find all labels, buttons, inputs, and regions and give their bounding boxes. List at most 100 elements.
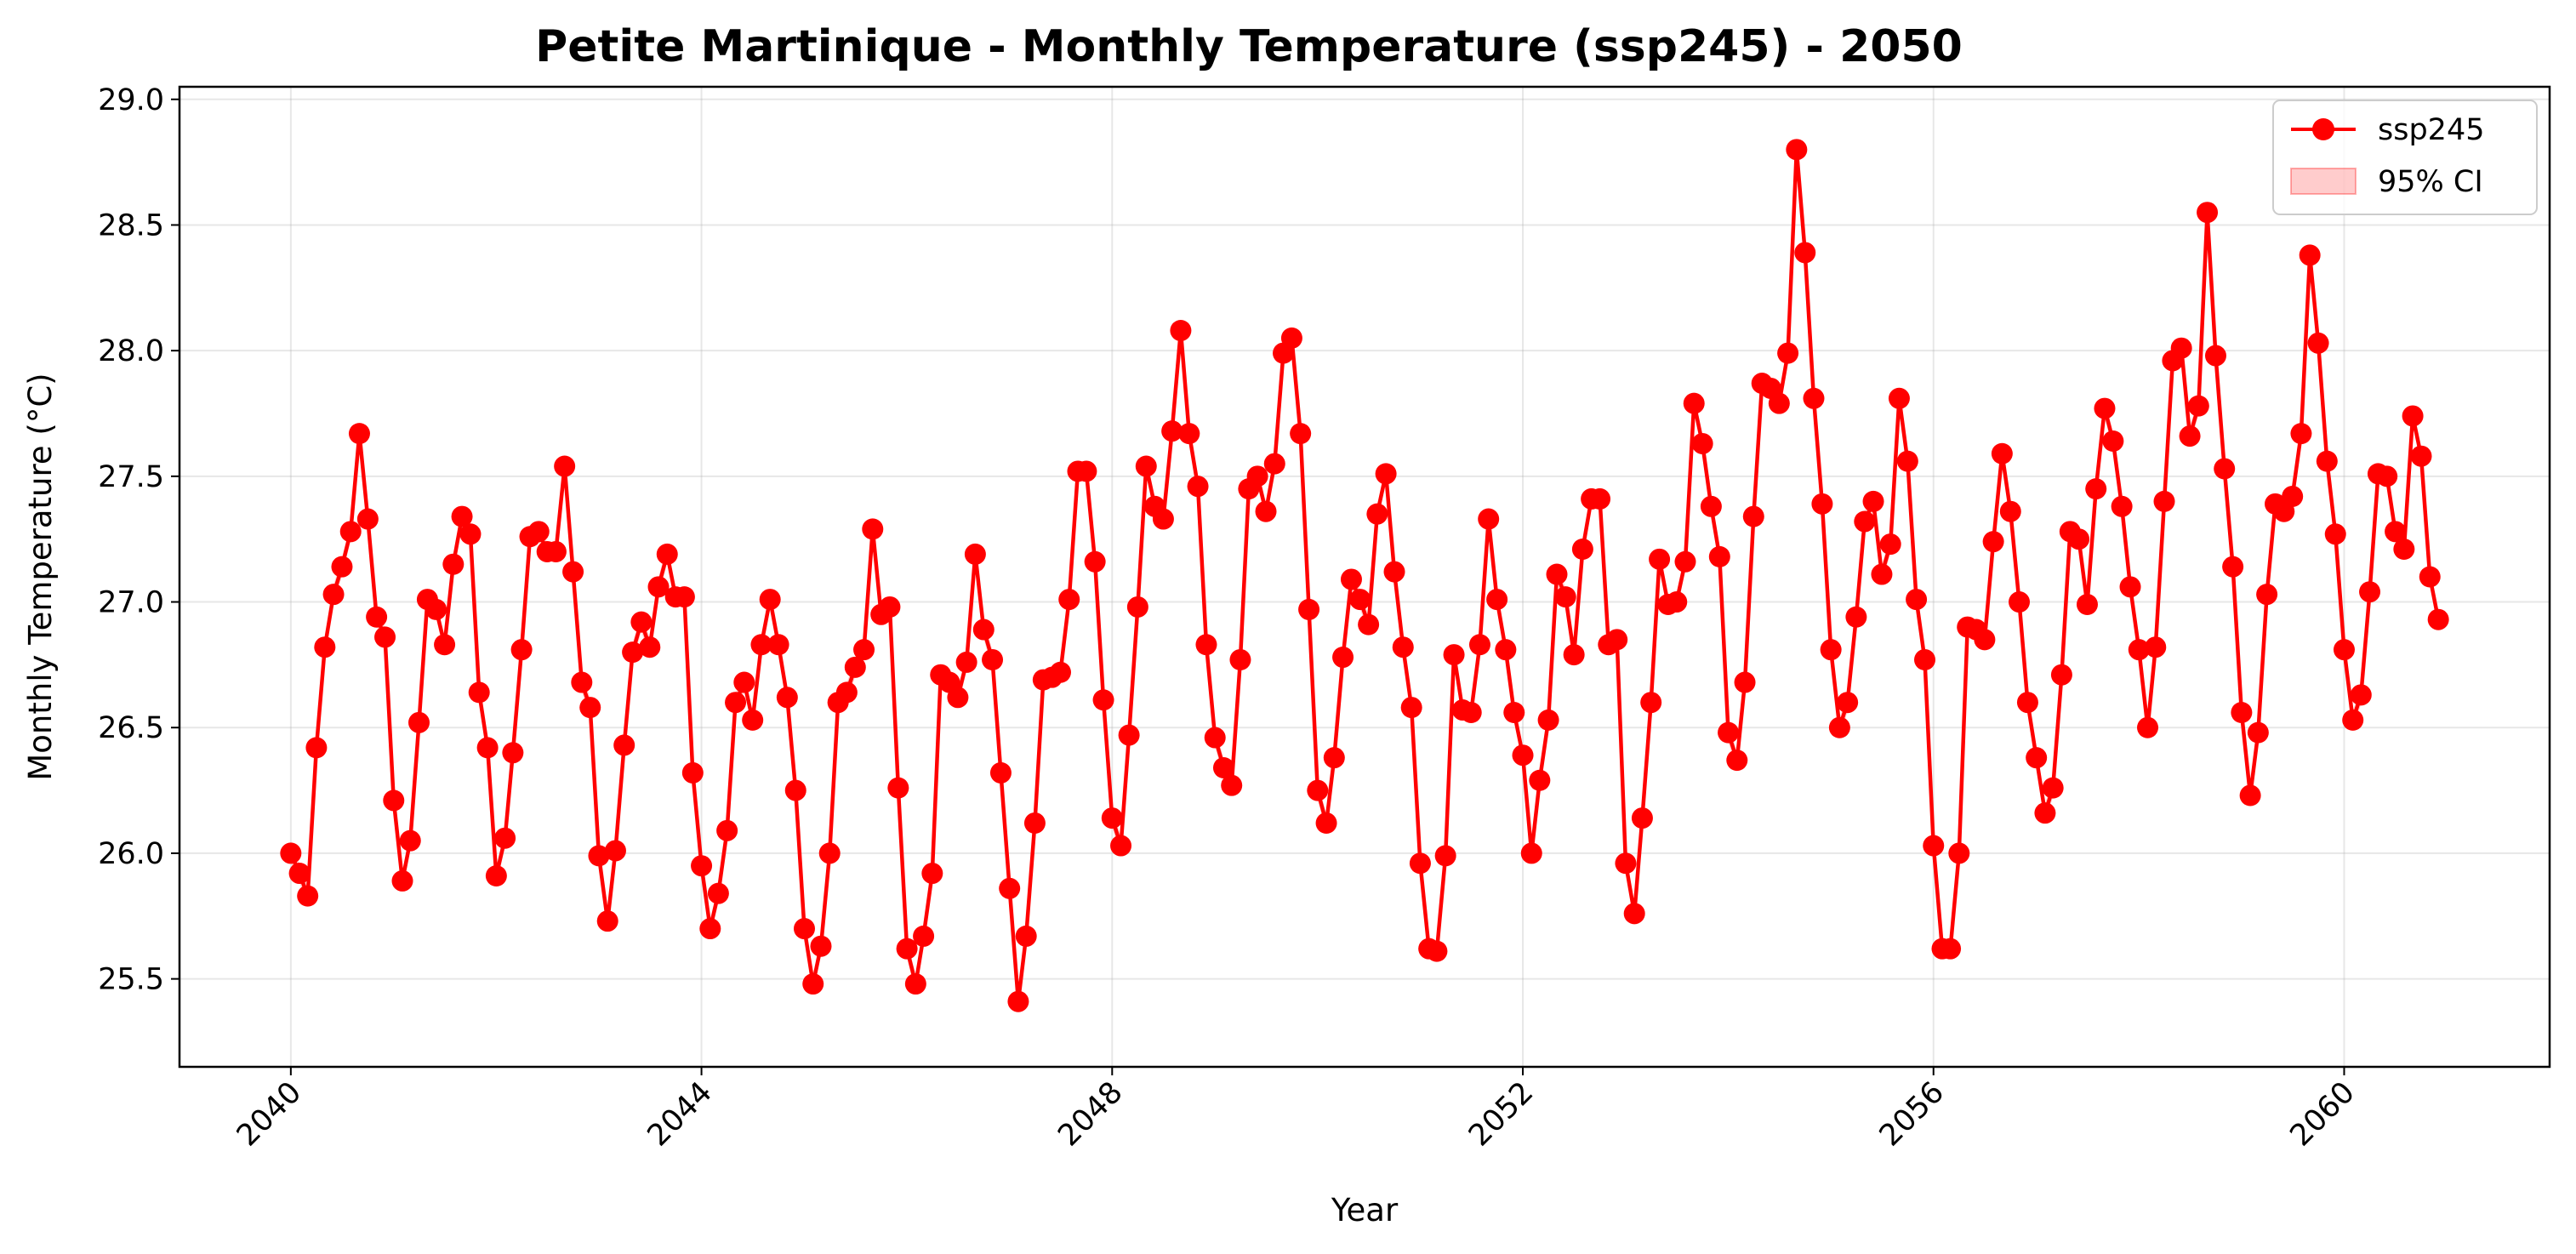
data-point	[451, 505, 473, 527]
data-point	[887, 777, 909, 799]
y-tick-label: 27.0	[98, 586, 164, 620]
data-point	[1691, 432, 1713, 454]
data-point	[1323, 747, 1345, 769]
data-point	[2333, 639, 2355, 661]
data-point	[476, 737, 499, 759]
data-point	[314, 636, 336, 658]
data-point	[434, 634, 456, 656]
data-point	[750, 634, 772, 656]
data-point	[999, 877, 1021, 899]
data-point	[1623, 903, 1645, 925]
data-point	[1923, 835, 1945, 857]
data-point	[964, 543, 986, 565]
data-point	[1563, 644, 1585, 666]
data-point	[2111, 495, 2133, 517]
data-point	[331, 556, 353, 578]
data-point	[1674, 550, 1696, 573]
data-point	[2085, 478, 2107, 500]
data-point	[707, 882, 729, 904]
data-point	[2009, 591, 2031, 613]
data-point	[2050, 664, 2072, 686]
data-point	[1366, 503, 1388, 525]
data-point	[2290, 423, 2312, 445]
data-point	[2145, 636, 2167, 658]
data-point	[562, 561, 584, 583]
data-point	[348, 423, 370, 445]
data-point	[1845, 606, 1867, 628]
data-point	[2393, 539, 2415, 561]
data-point	[1118, 724, 1140, 746]
y-axis: 25.5 26.0 26.5 27.0 27.5 28.0 28.5 29.0	[98, 83, 180, 997]
data-point	[1940, 938, 1962, 960]
data-point	[2197, 202, 2219, 224]
data-point	[982, 648, 1004, 670]
data-point	[1315, 812, 1337, 834]
data-point	[691, 855, 713, 877]
data-point	[1187, 476, 1209, 498]
chart-title: Petite Martinique - Monthly Temperature …	[535, 21, 1963, 72]
data-point	[2342, 709, 2364, 731]
data-point	[1280, 327, 1302, 349]
data-point	[921, 863, 943, 885]
data-point	[502, 742, 524, 764]
data-point	[2102, 430, 2124, 452]
data-point	[1683, 392, 1705, 414]
data-point	[2256, 584, 2278, 606]
data-point	[1495, 639, 1517, 661]
data-point	[1170, 320, 1192, 342]
data-point	[1084, 550, 1106, 573]
data-point	[1503, 702, 1525, 724]
data-point	[1529, 769, 1551, 791]
data-point	[2402, 405, 2424, 427]
data-point	[2307, 332, 2329, 354]
data-point	[2094, 397, 2116, 419]
data-point	[767, 634, 789, 656]
data-point	[1828, 716, 1850, 738]
data-point	[1820, 639, 1842, 661]
data-point	[1888, 387, 1910, 409]
data-point	[1726, 750, 1748, 772]
data-point	[639, 636, 661, 658]
series-markers	[280, 139, 2449, 1012]
data-point	[1126, 596, 1148, 618]
data-point	[2419, 566, 2441, 588]
data-point	[802, 973, 824, 995]
data-point	[1058, 589, 1080, 611]
data-point	[681, 761, 704, 784]
data-point	[1742, 505, 1764, 527]
data-point	[1718, 721, 1740, 744]
data-point	[1631, 807, 1653, 829]
data-point	[972, 618, 994, 641]
data-point	[622, 641, 644, 664]
data-point	[2231, 702, 2253, 724]
data-point	[1606, 629, 1628, 651]
data-point	[716, 819, 738, 841]
data-point	[1734, 671, 1756, 693]
legend: ssp245 95% CI	[2272, 100, 2538, 215]
data-point	[510, 639, 533, 661]
data-point	[1383, 561, 1405, 583]
data-point	[2187, 395, 2209, 417]
data-point	[2076, 593, 2098, 615]
y-tick-label: 28.5	[98, 208, 164, 242]
data-point	[2222, 556, 2244, 578]
data-point	[2170, 337, 2192, 359]
data-point	[2299, 244, 2321, 266]
data-point	[1178, 423, 1200, 445]
data-point	[1049, 661, 1071, 683]
data-point	[366, 606, 388, 628]
data-point	[1794, 242, 1816, 264]
data-point	[391, 869, 413, 892]
grid	[180, 87, 2550, 1067]
data-point	[733, 671, 755, 693]
data-point	[947, 687, 969, 709]
data-point	[374, 626, 396, 648]
data-point	[904, 973, 926, 995]
data-point	[1700, 495, 1722, 517]
data-point	[776, 687, 798, 709]
data-point	[1974, 629, 1996, 651]
data-point	[2016, 692, 2038, 714]
data-point	[989, 761, 1012, 784]
data-point	[818, 842, 841, 864]
